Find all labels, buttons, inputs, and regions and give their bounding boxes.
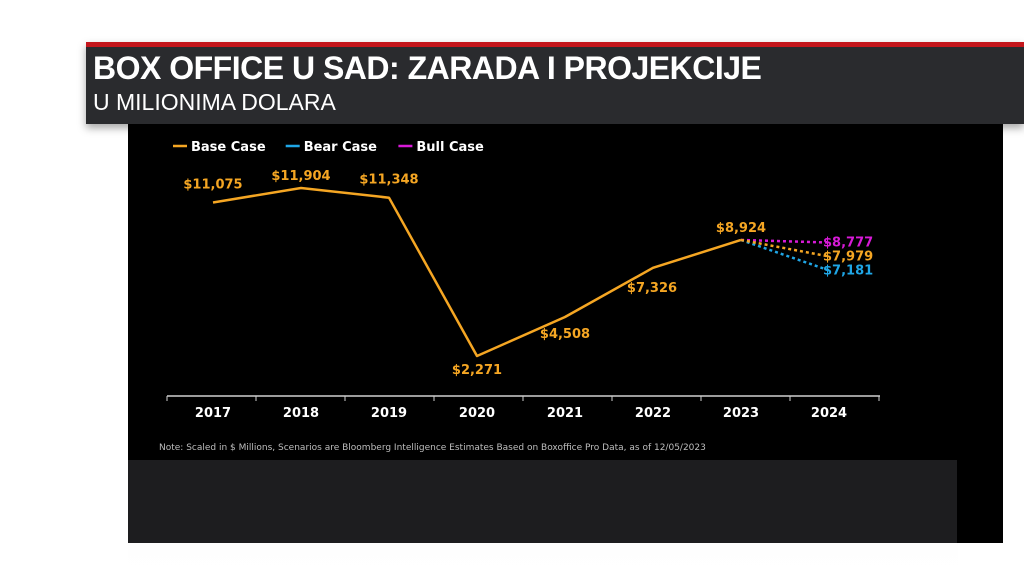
chart-panel-footer xyxy=(128,460,957,543)
series-line-2 xyxy=(740,238,830,244)
box-office-line-chart: Base Case Bear Case Bull Case 2017 2018 2019 2… xyxy=(159,140,880,453)
data-label-2024-3: $7,979 xyxy=(823,249,873,264)
data-label-2018-0: $11,904 xyxy=(271,169,330,184)
x-tick-label: 2023 xyxy=(723,406,759,421)
x-tick-label: 2018 xyxy=(283,406,319,421)
title-banner: BOX OFFICE U SAD: ZARADA I PROJEKCIJE U … xyxy=(86,42,1024,124)
x-tick-label: 2020 xyxy=(459,406,495,421)
data-label-2020-0: $2,271 xyxy=(452,363,502,378)
data-label-2022-0: $7,326 xyxy=(627,281,677,296)
banner-title: BOX OFFICE U SAD: ZARADA I PROJEKCIJE xyxy=(93,50,762,86)
series-line-3 xyxy=(740,238,830,258)
data-label-2021-0: $4,508 xyxy=(540,327,590,342)
x-tick-label: 2022 xyxy=(635,406,671,421)
legend-label-0: Base Case xyxy=(191,140,266,155)
legend-label-2: Bull Case xyxy=(416,140,484,155)
banner-accent-line xyxy=(86,42,1024,47)
x-tick-label: 2019 xyxy=(371,406,407,421)
series-line-0 xyxy=(212,186,742,358)
data-label-2024-2: $8,777 xyxy=(823,236,873,251)
data-label-2024-1: $7,181 xyxy=(823,263,873,278)
data-label-2017-0: $11,075 xyxy=(183,177,242,192)
x-tick-label: 2024 xyxy=(811,406,847,421)
legend-label-1: Bear Case xyxy=(304,140,377,155)
chart-panel: Base Case Bear Case Bull Case 2017 2018 2019 2… xyxy=(128,124,1003,543)
x-tick-label: 2017 xyxy=(195,406,231,421)
data-label-2019-0: $11,348 xyxy=(359,173,418,188)
x-tick-label: 2021 xyxy=(547,406,583,421)
banner-subtitle: U MILIONIMA DOLARA xyxy=(93,89,336,115)
series-line-1 xyxy=(740,238,830,272)
chart-note: Note: Scaled in $ Millions, Scenarios ar… xyxy=(159,443,706,453)
data-label-2023-0: $8,924 xyxy=(716,221,766,236)
